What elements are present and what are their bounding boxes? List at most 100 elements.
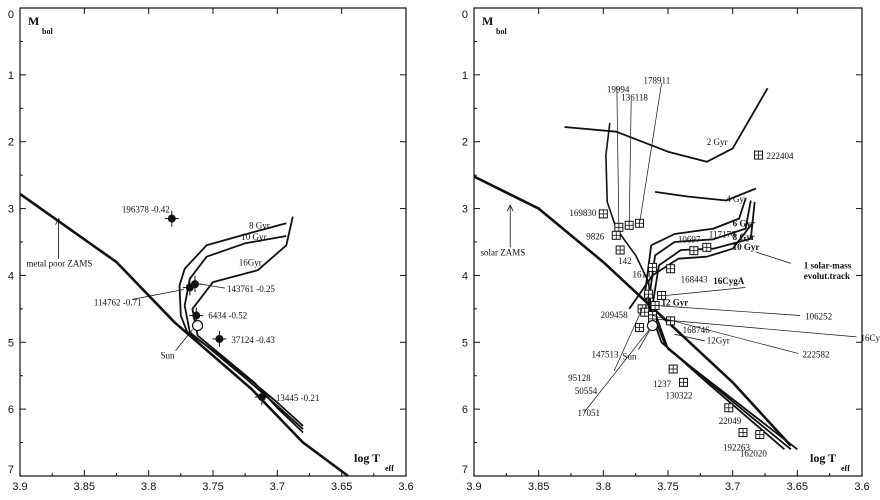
isochrone-label: 8 Gyr — [249, 221, 270, 231]
star-label: 168443 — [681, 275, 709, 285]
star-label: 16CygB — [860, 333, 880, 343]
isochrone-line — [643, 198, 785, 450]
x-tick-label: 3.6 — [854, 481, 869, 493]
leader-line — [652, 318, 857, 338]
star-label: 143761 -0.25 — [227, 284, 275, 294]
star-label: 1237 — [653, 379, 672, 389]
x-tick-label: 3.7 — [270, 481, 285, 493]
star-label: 114762 -0.71 — [94, 297, 142, 307]
y-tick-label: 7 — [462, 464, 468, 476]
x-axis-subscript: eff — [841, 464, 850, 473]
x-tick-label: 3.9 — [12, 481, 27, 493]
leader-line — [639, 83, 662, 224]
x-tick-label: 3.8 — [141, 481, 156, 493]
y-axis-subscript: bol — [496, 27, 507, 36]
star-label: 178911 — [644, 75, 671, 85]
star-marker — [190, 280, 199, 289]
x-axis-subscript: eff — [385, 464, 394, 473]
star-label: 168746 — [683, 325, 711, 335]
star-label: 162020 — [740, 449, 768, 459]
zams-label: solar ZAMS — [480, 247, 525, 257]
star-label: 16141 — [632, 269, 655, 279]
zams-line — [19, 192, 349, 478]
y-tick-label: 2 — [462, 137, 468, 149]
leader-line — [665, 287, 746, 296]
star-label: 169830 — [569, 208, 597, 218]
isochrone-label: 2 Gyr — [707, 137, 728, 147]
y-tick-label: 1 — [8, 70, 14, 82]
x-tick-label: 3.9 — [466, 481, 481, 493]
isochrone-line — [564, 87, 769, 163]
isochrone-label: 6 Gyr — [733, 219, 755, 229]
x-tick-label: 3.85 — [528, 481, 549, 493]
y-tick-label: 6 — [462, 404, 468, 416]
x-tick-label: 3.65 — [787, 481, 808, 493]
star-label: 10697 — [678, 235, 701, 245]
star-label: 13445 -0.21 — [276, 393, 320, 403]
sun-marker — [646, 319, 659, 332]
sun-label: Sun — [622, 352, 637, 362]
star-marker — [215, 334, 224, 343]
leader-line — [613, 308, 643, 372]
y-tick-label: 2 — [8, 137, 14, 149]
x-tick-label: 3.65 — [331, 481, 352, 493]
star-label: 6434 -0.52 — [208, 311, 247, 321]
zams-line — [473, 175, 792, 447]
leader-line — [175, 329, 193, 351]
x-tick-label: 3.85 — [74, 481, 95, 493]
star-label: 192263 — [723, 443, 751, 453]
leader-line — [652, 315, 799, 354]
star-marker — [192, 311, 201, 320]
x-tick-label: 3.75 — [657, 481, 678, 493]
star-label: 16CygA — [713, 276, 744, 286]
zams-label: metal poor ZAMS — [26, 259, 92, 269]
x-tick-label: 3.7 — [725, 481, 740, 493]
x-axis-title: log T — [810, 451, 836, 465]
y-tick-label: 3 — [462, 204, 468, 216]
star-label: 117176 — [709, 229, 736, 239]
isochrone-label: 8 Gyr — [733, 232, 755, 242]
leader-line — [200, 283, 226, 289]
x-axis-title: log T — [354, 451, 380, 465]
star-label: 22049 — [719, 416, 742, 426]
isochrone-label: 10 Gyr — [733, 242, 760, 252]
y-tick-label: 1 — [462, 70, 468, 82]
star-marker — [257, 393, 266, 402]
y-tick-label: 5 — [8, 337, 14, 349]
sun-label: Sun — [161, 351, 176, 361]
star-label: 196378 -0.42 — [122, 205, 170, 215]
x-tick-label: 3.8 — [596, 481, 611, 493]
y-axis-title: M — [482, 14, 493, 28]
arrow-head — [506, 204, 514, 212]
star-label: 142 — [618, 256, 632, 266]
star-label: 222582 — [802, 350, 829, 360]
leader-line — [755, 251, 791, 264]
star-label: 17051 — [577, 408, 600, 418]
y-tick-label: 6 — [8, 404, 14, 416]
star-label: 209458 — [601, 310, 629, 320]
x-tick-label: 3.6 — [398, 481, 413, 493]
plot-frame — [19, 7, 407, 477]
leader-line — [644, 294, 649, 311]
star-label: 95128 — [568, 373, 591, 383]
leader-line — [628, 100, 632, 226]
star-label: 106252 — [805, 312, 832, 322]
y-tick-label: 4 — [8, 270, 14, 282]
isochrone-line — [654, 187, 757, 202]
leader-line — [655, 305, 801, 316]
star-label: 136118 — [621, 92, 648, 102]
y-axis-subscript: bol — [42, 27, 53, 36]
y-tick-label: 4 — [462, 270, 468, 282]
leader-line — [616, 87, 620, 228]
isochrone-label: 12Gyr — [707, 336, 730, 346]
star-label: 19994 — [607, 84, 630, 94]
leader-line — [131, 289, 184, 300]
star-label: 37124 -0.43 — [231, 335, 275, 345]
star-marker — [167, 214, 176, 223]
leader-line — [638, 330, 650, 350]
leader-line — [674, 333, 705, 342]
star-label: 9826 — [586, 231, 605, 241]
